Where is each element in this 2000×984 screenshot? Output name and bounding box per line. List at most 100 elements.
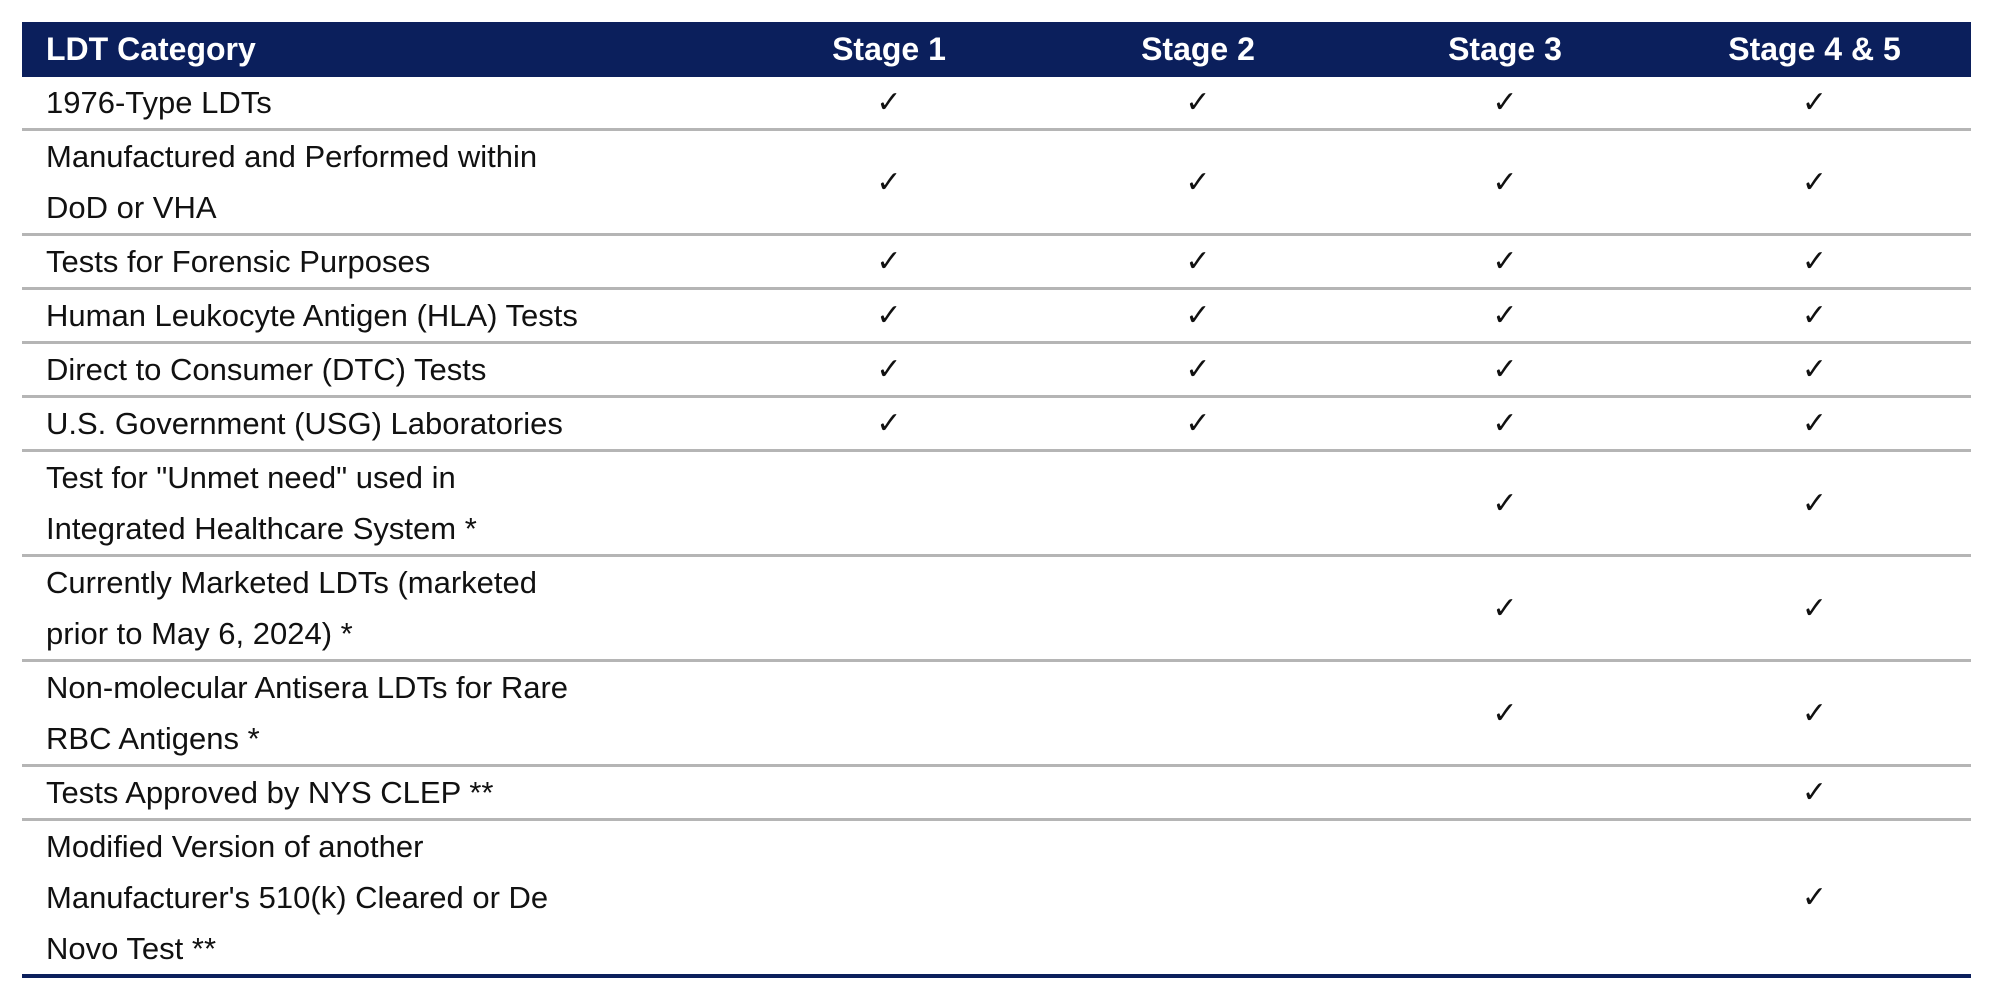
check-icon: ✓ [1801, 775, 1828, 810]
check-icon: ✓ [1492, 244, 1518, 279]
table-header: LDT Category Stage 1 Stage 2 Stage 3 Sta… [22, 22, 1971, 77]
check-icon: ✓ [876, 164, 902, 200]
row-label: Non-molecular Antisera LDTs for Rare RBC… [22, 660, 734, 767]
check-icon: ✓ [1492, 298, 1518, 333]
header-stage-3: Stage 3 [1448, 31, 1562, 67]
stage-4-cell: ✓ [1658, 129, 1971, 236]
stage-4-cell: ✓ [1658, 396, 1971, 452]
check-icon: ✓ [1801, 590, 1828, 626]
header-stage-2: Stage 2 [1141, 31, 1255, 67]
stage-1-cell: ✓ [734, 77, 1044, 131]
stage-3-cell: ✓ [1352, 342, 1658, 398]
stage-2-cell: ✓ [1044, 342, 1352, 398]
check-icon: ✓ [1492, 485, 1518, 521]
check-icon: ✓ [1801, 880, 1828, 915]
stage-2-cell: ✓ [1044, 129, 1352, 236]
check-icon: ✓ [1185, 352, 1211, 387]
check-icon: ✓ [1185, 298, 1211, 333]
stage-1-cell: ✓ [734, 234, 1044, 290]
stage-4-cell: ✓ [1658, 819, 1971, 978]
stage-1-cell [734, 555, 1044, 662]
stage-4-cell: ✓ [1658, 234, 1971, 290]
table-row: Tests for Forensic Purposes ✓ ✓ ✓ ✓ [22, 234, 1971, 290]
table-row: 1976-Type LDTs ✓ ✓ ✓ ✓ [22, 77, 1971, 131]
check-icon: ✓ [1801, 485, 1828, 521]
check-icon: ✓ [876, 406, 902, 441]
check-icon: ✓ [876, 298, 902, 333]
check-icon: ✓ [1801, 244, 1828, 279]
header-ldt-category: LDT Category [46, 31, 256, 67]
header-stage-1: Stage 1 [832, 31, 946, 67]
stage-4-cell: ✓ [1658, 342, 1971, 398]
check-icon: ✓ [1492, 406, 1518, 441]
stage-3-cell: ✓ [1352, 396, 1658, 452]
row-label: Direct to Consumer (DTC) Tests [22, 342, 734, 398]
row-label: Tests for Forensic Purposes [22, 234, 734, 290]
stage-1-cell: ✓ [734, 396, 1044, 452]
stage-4-cell: ✓ [1658, 660, 1971, 767]
stage-3-cell: ✓ [1352, 555, 1658, 662]
check-icon: ✓ [1185, 85, 1211, 120]
stage-2-cell [1044, 819, 1352, 978]
table-row: Non-molecular Antisera LDTs for Rare RBC… [22, 660, 1971, 767]
table-row: U.S. Government (USG) Laboratories ✓ ✓ ✓ ✓ [22, 396, 1971, 452]
stage-2-cell: ✓ [1044, 77, 1352, 131]
stage-2-cell: ✓ [1044, 288, 1352, 344]
row-label: Human Leukocyte Antigen (HLA) Tests [22, 288, 734, 344]
check-icon: ✓ [1801, 695, 1828, 731]
stage-1-cell [734, 765, 1044, 821]
check-icon: ✓ [1492, 352, 1518, 387]
ldt-category-table: LDT Category Stage 1 Stage 2 Stage 3 Sta… [22, 22, 1971, 978]
stage-4-cell: ✓ [1658, 555, 1971, 662]
row-label: Currently Marketed LDTs (marketed prior … [22, 555, 734, 662]
stage-3-cell: ✓ [1352, 660, 1658, 767]
row-label: 1976-Type LDTs [22, 77, 734, 131]
stage-3-cell: ✓ [1352, 129, 1658, 236]
stage-4-cell: ✓ [1658, 288, 1971, 344]
row-label: Manufactured and Performed within DoD or… [22, 129, 734, 236]
table-body: 1976-Type LDTs ✓ ✓ ✓ ✓ Manufactured and Perfo… [22, 77, 1971, 978]
stage-4-cell: ✓ [1658, 77, 1971, 131]
check-icon: ✓ [1492, 164, 1518, 200]
check-icon: ✓ [1801, 298, 1828, 333]
stage-4-cell: ✓ [1658, 450, 1971, 557]
stage-4-cell: ✓ [1658, 765, 1971, 821]
table-row: Human Leukocyte Antigen (HLA) Tests ✓ ✓ ✓ ✓ [22, 288, 1971, 344]
check-icon: ✓ [1492, 590, 1518, 626]
table-row: Tests Approved by NYS CLEP ** ✓ [22, 765, 1971, 821]
check-icon: ✓ [1185, 164, 1211, 200]
stage-2-cell: ✓ [1044, 234, 1352, 290]
check-icon: ✓ [876, 85, 902, 120]
header-stage-4-5: Stage 4 & 5 [1728, 31, 1901, 67]
table-row: Test for "Unmet need" used in Integrated… [22, 450, 1971, 557]
stage-2-cell [1044, 765, 1352, 821]
row-label: U.S. Government (USG) Laboratories [22, 396, 734, 452]
stage-1-cell: ✓ [734, 129, 1044, 236]
stage-1-cell [734, 819, 1044, 978]
row-label: Tests Approved by NYS CLEP ** [22, 765, 734, 821]
stage-2-cell: ✓ [1044, 396, 1352, 452]
check-icon: ✓ [1492, 85, 1518, 120]
check-icon: ✓ [1492, 695, 1518, 731]
check-icon: ✓ [876, 352, 902, 387]
stage-3-cell [1352, 765, 1658, 821]
stage-2-cell [1044, 555, 1352, 662]
stage-3-cell: ✓ [1352, 450, 1658, 557]
check-icon: ✓ [1801, 164, 1828, 200]
table-row: Modified Version of another Manufacturer… [22, 819, 1971, 978]
row-label: Test for "Unmet need" used in Integrated… [22, 450, 734, 557]
row-label: Modified Version of another Manufacturer… [22, 819, 734, 978]
stage-3-cell [1352, 819, 1658, 978]
stage-2-cell [1044, 450, 1352, 557]
stage-1-cell [734, 660, 1044, 767]
stage-3-cell: ✓ [1352, 234, 1658, 290]
stage-1-cell: ✓ [734, 288, 1044, 344]
check-icon: ✓ [1801, 352, 1828, 387]
stage-1-cell: ✓ [734, 342, 1044, 398]
check-icon: ✓ [876, 244, 902, 279]
table-row: Direct to Consumer (DTC) Tests ✓ ✓ ✓ ✓ [22, 342, 1971, 398]
stage-3-cell: ✓ [1352, 288, 1658, 344]
check-icon: ✓ [1801, 85, 1828, 120]
table-row: Manufactured and Performed within DoD or… [22, 129, 1971, 236]
check-icon: ✓ [1185, 406, 1211, 441]
